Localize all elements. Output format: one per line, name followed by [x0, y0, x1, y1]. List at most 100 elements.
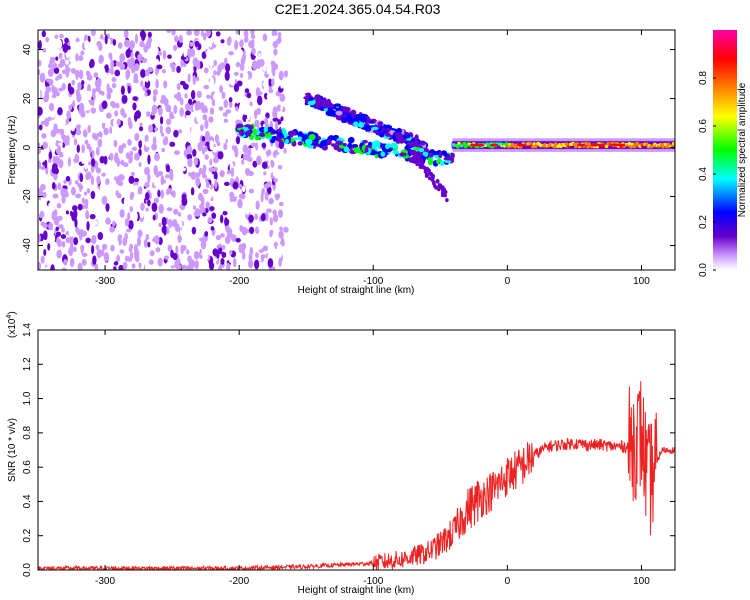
spectrogram-blob — [428, 52, 432, 57]
exponent-label: (x104) — [6, 311, 18, 338]
spectrogram-blob — [224, 57, 228, 65]
spectrogram-blob — [55, 49, 60, 56]
spectrogram-blob — [340, 189, 343, 194]
spectrogram-blob — [162, 49, 167, 60]
spectrogram-blob — [94, 79, 100, 88]
spectrogram-blob — [202, 188, 209, 195]
spectrogram-blob — [119, 53, 126, 63]
spectrogram-blob — [321, 57, 325, 62]
spectrogram-blob — [222, 137, 226, 144]
spectrogram-blob — [159, 124, 163, 135]
spectrogram-blob — [354, 116, 361, 122]
spectrogram-blob — [277, 165, 283, 170]
spectrogram-blob — [314, 238, 317, 243]
spectrogram-blob — [239, 62, 245, 72]
spectrogram-blob — [305, 149, 309, 154]
spectrogram-blob — [275, 194, 280, 201]
spectrogram-blob — [81, 258, 87, 266]
spectrogram-blob — [40, 221, 46, 227]
spectrogram-blob — [201, 169, 206, 177]
spectrogram-blob — [65, 210, 69, 215]
spectrogram-blob — [412, 151, 417, 156]
spectrogram-blob — [262, 245, 269, 252]
spectrogram-blob — [179, 97, 184, 106]
spectrogram-blob — [38, 160, 42, 170]
spectrogram-blob — [233, 83, 240, 93]
x-tick-label: -300 — [95, 276, 115, 287]
spectrogram-blob — [134, 152, 140, 161]
spectrogram-blob — [204, 130, 211, 141]
spectrogram-blob — [427, 88, 430, 93]
colorbar-tick-label: 0.8 — [698, 71, 709, 85]
spectrogram-blob — [131, 263, 136, 269]
spectrogram-blob — [150, 110, 155, 116]
spectrogram-blob — [222, 188, 228, 197]
spectrogram-blob — [61, 195, 66, 204]
spectrogram-blob — [334, 97, 337, 102]
spectrogram-blob — [273, 48, 278, 56]
spectrogram-blob — [95, 244, 100, 251]
spectrogram-blob — [573, 145, 578, 149]
spectrogram-blob — [166, 30, 172, 34]
spectrogram-blob — [260, 107, 267, 112]
spectrogram-blob — [68, 104, 73, 111]
spectrogram-blob — [404, 145, 410, 151]
spectrogram-blob — [119, 209, 125, 218]
spectrogram-blob — [79, 172, 84, 183]
spectrogram-blob — [308, 97, 314, 101]
spectrogram-blob — [85, 90, 92, 101]
spectrogram-blob — [101, 243, 108, 251]
spectrogram-blob — [80, 50, 85, 56]
spectrogram-blob — [112, 220, 116, 227]
colorbar-gradient — [713, 30, 737, 270]
spectrogram-blob — [218, 265, 223, 270]
spectrogram-blob — [154, 235, 160, 245]
spectrogram-blob — [366, 124, 372, 132]
spectrogram-blob — [97, 138, 103, 148]
spectrogram-blob — [114, 239, 119, 250]
colorbar: 0.0 0.2 0.4 0.6 0.8 Normalized spectral ampl… — [698, 30, 748, 277]
spectrogram-blob — [39, 149, 46, 157]
spectrogram-blob — [73, 237, 79, 246]
spectrogram-blob — [163, 135, 169, 146]
spectrogram-blob — [330, 143, 337, 147]
spectrogram-blob — [71, 44, 75, 55]
spectrogram-blob — [228, 101, 233, 108]
spectrogram-blob — [278, 238, 281, 243]
spectrogram-blob — [243, 30, 249, 38]
spectrogram-blob — [145, 40, 152, 50]
top-y-axis-label: Frequency (Hz) — [7, 116, 18, 185]
bottom-x-axis: -300 -200 -100 0 100 — [95, 330, 650, 587]
spectrogram-blob — [173, 93, 180, 99]
spectrogram-blob — [97, 95, 102, 101]
spectrogram-blob — [144, 91, 148, 97]
spectrogram-blob — [221, 244, 226, 250]
spectrogram-blob — [383, 149, 392, 153]
spectrogram-blob — [367, 240, 370, 245]
spectrogram-blob — [74, 180, 79, 185]
spectrogram-blob — [147, 154, 151, 165]
spectrogram-blob — [269, 230, 273, 238]
spectrogram-blob — [57, 215, 63, 221]
spectrogram-blob — [76, 92, 82, 103]
spectrogram-blob — [180, 167, 187, 172]
spectrogram-blob — [106, 112, 112, 119]
spectrogram-blob — [321, 196, 324, 201]
spectrogram-blob — [109, 152, 114, 161]
spectrogram-blob — [86, 188, 91, 194]
spectrogram-blob — [358, 121, 365, 128]
spectrogram-blob — [46, 208, 52, 215]
spectrogram-blob — [217, 203, 221, 212]
spectrogram-blob — [163, 97, 169, 106]
spectrogram-blob — [376, 213, 379, 218]
y-tick-label: 1.0 — [22, 391, 33, 405]
spectrogram-blob — [130, 171, 135, 176]
spectrogram-blob — [241, 250, 246, 260]
spectrogram-blob — [111, 77, 117, 83]
spectrogram-blob — [42, 37, 47, 43]
spectrogram-blob — [90, 190, 96, 200]
spectrogram-blob — [263, 126, 269, 133]
spectrogram-blob — [155, 66, 159, 76]
spectrogram-blob — [358, 103, 361, 108]
spectrogram-blob — [167, 54, 172, 59]
